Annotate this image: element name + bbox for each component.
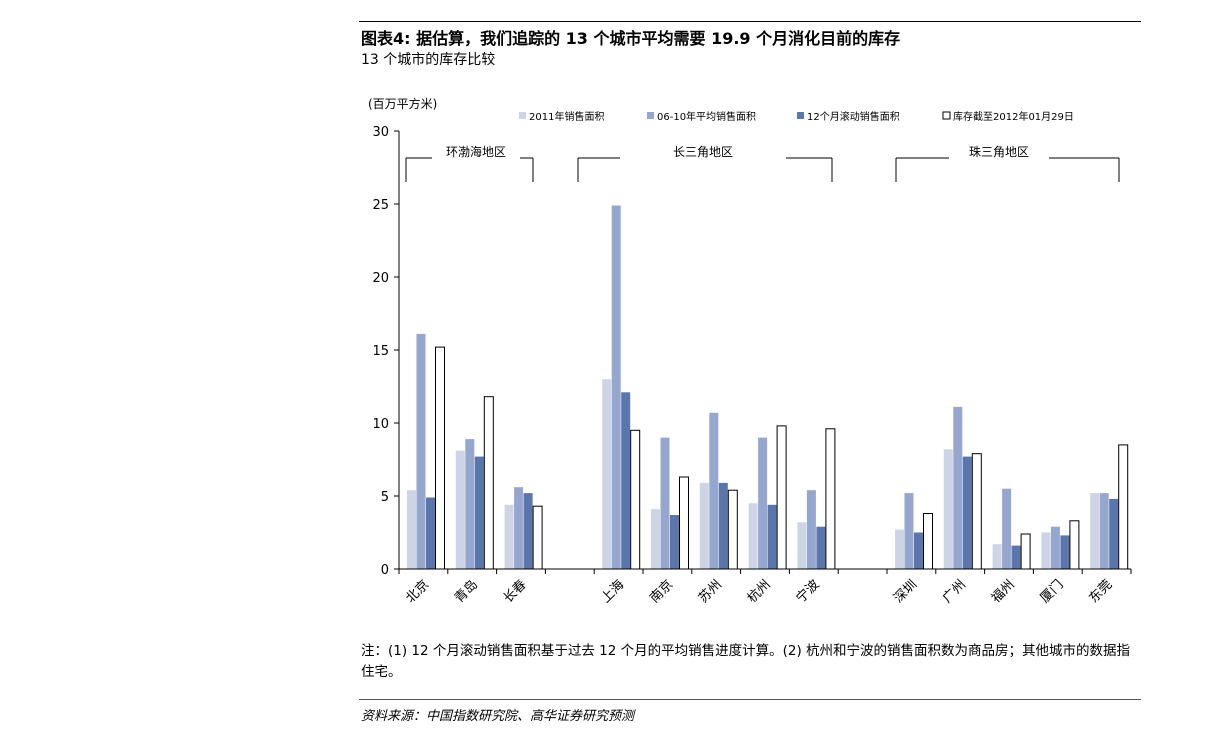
bar-苏州-series-2 <box>709 412 719 569</box>
legend-swatch <box>519 112 526 119</box>
bar-青岛-series-1 <box>455 450 465 569</box>
bar-东莞-series-1 <box>1090 493 1100 569</box>
bar-厦门-series-3 <box>1060 535 1070 569</box>
bar-上海-series-1 <box>602 379 612 569</box>
y-axis: 0 5 10 15 20 25 30 <box>372 125 400 578</box>
bar-南京-series-4 <box>679 476 689 570</box>
bar-宁波-series-3 <box>816 526 826 569</box>
bar-广州-series-4 <box>971 453 982 570</box>
chart-title: 图表4: 据估算，我们追踪的 13 个城市平均需要 19.9 个月消化目前的库存 <box>361 29 901 48</box>
bar-广州-series-1 <box>943 449 953 569</box>
bar-苏州-series-4 <box>727 489 738 570</box>
bar-杭州-series-4 <box>776 425 787 570</box>
bar-青岛-series-2 <box>465 439 475 569</box>
bar-苏州-series-3 <box>718 482 728 569</box>
x-category-label: 福州 <box>989 577 1018 606</box>
bar-福州-series-2 <box>1002 488 1012 569</box>
x-category-label: 长春 <box>501 577 530 606</box>
x-category-label: 厦门 <box>1038 577 1067 606</box>
bar-深圳-series-2 <box>904 493 914 569</box>
chart-note: 注：(1) 12 个月滚动销售面积基于过去 12 个月的平均销售进度计算。(2)… <box>361 643 1131 680</box>
bar-厦门-series-4 <box>1069 520 1080 570</box>
bar-福州-series-1 <box>992 544 1002 569</box>
x-category-label: 苏州 <box>695 577 725 607</box>
bar-长春-series-1 <box>504 504 514 569</box>
bar-深圳-series-4 <box>923 513 933 570</box>
bar-福州-series-4 <box>1020 533 1031 570</box>
bar-北京-series-2 <box>416 333 426 569</box>
bar-长春-series-3 <box>523 493 533 569</box>
region-label: 环渤海地区 <box>446 144 506 159</box>
x-category-label: 上海 <box>598 577 627 606</box>
bar-宁波-series-1 <box>797 522 807 569</box>
bar-青岛-series-3 <box>474 456 484 569</box>
y-tick-label: 20 <box>372 271 389 286</box>
x-category-label: 北京 <box>403 577 432 606</box>
legend-label: 12个月滚动销售面积 <box>807 110 900 123</box>
chart-subtitle: 13 个城市的库存比较 <box>361 52 496 68</box>
y-tick-label: 0 <box>381 563 389 578</box>
x-category-label: 东莞 <box>1086 577 1115 606</box>
y-tick-label: 5 <box>381 490 389 505</box>
region-brackets: 环渤海地区 长三角地区 珠三角地区 <box>405 144 1120 182</box>
legend-swatch <box>647 112 654 119</box>
bar-深圳-series-1 <box>895 529 904 569</box>
bar-南京-series-3 <box>670 515 679 569</box>
bar-南京-series-1 <box>651 509 660 569</box>
legend-swatch <box>942 111 951 120</box>
bar-东莞-series-3 <box>1109 498 1119 569</box>
x-category-label: 杭州 <box>745 577 774 606</box>
bar-上海-series-4 <box>630 429 641 570</box>
legend-label: 2011年销售面积 <box>529 110 604 123</box>
y-tick-label: 25 <box>372 198 389 213</box>
bottom-rule <box>359 699 1141 700</box>
bar-广州-series-2 <box>953 406 963 569</box>
y-tick-label: 30 <box>372 125 389 140</box>
bar-福州-series-3 <box>1011 545 1021 569</box>
bar-北京-series-4 <box>435 346 445 570</box>
x-category-label: 南京 <box>647 577 677 607</box>
y-tick-label: 15 <box>372 344 389 359</box>
source-text: 资料来源：中国指数研究院、高华证券研究预测 <box>361 709 635 724</box>
legend-label: 库存截至2012年01月29日 <box>953 110 1074 123</box>
bar-东莞-series-4 <box>1118 444 1129 570</box>
y-tick-label: 10 <box>372 417 389 432</box>
bar-长春-series-2 <box>514 487 524 569</box>
bar-上海-series-3 <box>621 392 631 569</box>
x-category-label: 宁波 <box>793 577 823 607</box>
bar-宁波-series-4 <box>825 428 836 570</box>
top-rule <box>359 21 1141 22</box>
bar-上海-series-2 <box>611 205 621 569</box>
bar-长春-series-4 <box>532 505 543 570</box>
bar-宁波-series-2 <box>806 490 816 569</box>
region-label: 长三角地区 <box>673 145 733 159</box>
bar-厦门-series-1 <box>1041 532 1051 569</box>
bars <box>407 205 1129 570</box>
region-label: 珠三角地区 <box>969 145 1029 159</box>
bar-杭州-series-1 <box>748 503 758 569</box>
x-category-label: 深圳 <box>891 577 920 606</box>
x-axis: 北京 青岛 长春 上海 南京 苏州 杭州 宁波 深圳 广州 福州 厦门 东莞 <box>398 568 1132 607</box>
bar-厦门-series-2 <box>1050 526 1060 569</box>
bar-杭州-series-3 <box>767 504 777 569</box>
bar-chart: (百万平方米) 2011年销售面积 06-10年平均销售面积 12个月滚动销售面积 库… <box>368 96 1132 607</box>
bar-广州-series-3 <box>962 456 972 569</box>
bar-南京-series-2 <box>660 437 670 569</box>
legend-swatch <box>797 112 804 119</box>
legend: 2011年销售面积 06-10年平均销售面积 12个月滚动销售面积 库存截至2012年… <box>519 110 1074 123</box>
bar-苏州-series-1 <box>699 482 709 569</box>
bar-深圳-series-3 <box>914 532 923 569</box>
bar-杭州-series-2 <box>758 437 768 569</box>
x-category-label: 广州 <box>940 577 969 606</box>
legend-label: 06-10年平均销售面积 <box>657 110 756 123</box>
bar-北京-series-3 <box>426 497 435 569</box>
x-category-label: 青岛 <box>451 577 481 607</box>
bar-青岛-series-4 <box>483 396 494 570</box>
bar-东莞-series-2 <box>1099 493 1109 569</box>
bar-北京-series-1 <box>407 490 416 569</box>
y-unit-label: (百万平方米) <box>368 96 437 111</box>
